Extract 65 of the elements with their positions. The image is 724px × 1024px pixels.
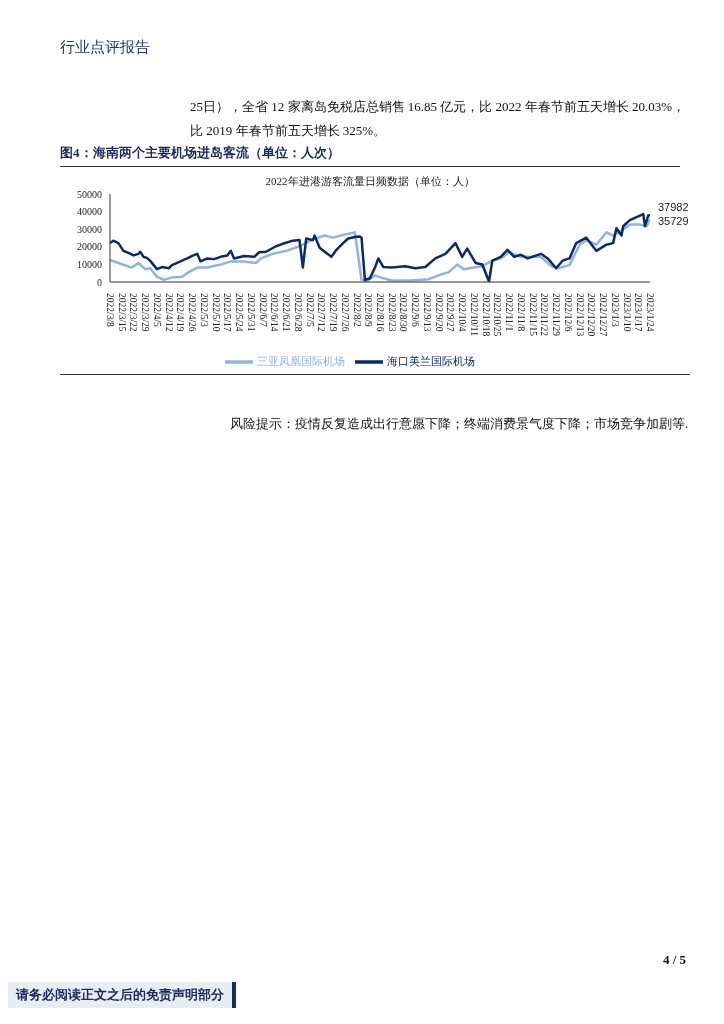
x-tick-label: 2022/3/15 (116, 293, 127, 332)
x-tick-label: 2022/6/7 (257, 293, 268, 328)
x-tick-label: 2022/11/1 (504, 293, 515, 332)
x-tick-label: 2022/8/23 (386, 293, 397, 332)
x-tick-label: 2022/6/14 (269, 293, 280, 332)
x-tick-label: 2022/4/26 (187, 293, 198, 332)
x-tick-label: 2022/9/27 (445, 293, 456, 332)
x-tick-label: 2023/1/24 (645, 293, 655, 332)
x-tick-label: 2022/12/20 (586, 293, 597, 337)
x-tick-label: 2022/5/17 (222, 293, 233, 332)
x-tick-label: 2022/8/9 (363, 293, 374, 328)
chart-title: 图4：海南两个主要机场进岛客流（单位：人次） (60, 144, 680, 167)
x-tick-label: 2022/9/6 (410, 293, 421, 328)
text: 风险提示：疫情反复造成出行意愿下降；终端消费景气度下降；市场竞争加剧等. (230, 416, 689, 433)
text: 请务必阅读正文之后的免责声明部分 (8, 982, 236, 1008)
x-tick-label: 2023/1/17 (633, 293, 644, 332)
x-tick-label: 2022/3/8 (105, 293, 115, 328)
x-tick-label: 2022/10/25 (492, 293, 503, 337)
x-tick-label: 2022/12/27 (598, 293, 609, 337)
x-tick-label: 2022/7/5 (304, 293, 315, 328)
x-tick-label: 2022/7/26 (339, 293, 350, 332)
x-tick-label: 2022/11/8 (515, 293, 526, 332)
x-tick-label: 2022/12/6 (562, 293, 573, 332)
y-tick-label: 30000 (77, 223, 102, 235)
legend-label: 三亚凤凰国际机场 (257, 354, 345, 367)
x-tick-label: 2022/4/12 (163, 293, 174, 332)
x-tick-label: 2022/11/29 (551, 293, 562, 337)
x-tick-label: 2022/4/19 (175, 293, 186, 332)
x-tick-label: 2022/9/20 (433, 293, 444, 332)
legend-label: 海口美兰国际机场 (387, 354, 475, 367)
x-tick-label: 2022/5/3 (198, 293, 209, 328)
x-tick-label: 2022/10/11 (468, 293, 479, 337)
x-tick-label: 2022/10/18 (480, 293, 491, 337)
text: 比 2019 年春节前五天增长 325%。 (190, 122, 387, 140)
x-tick-label: 2023/1/10 (621, 293, 632, 332)
y-tick-label: 10000 (77, 258, 102, 270)
text: 4 / 5 (662, 952, 686, 968)
x-tick-label: 2022/11/22 (539, 293, 550, 337)
x-tick-label: 2022/6/28 (292, 293, 303, 332)
text: 行业点评报告 (60, 38, 150, 57)
chart-subtitle: 2022年进港游客流量日频数据（单位：人） (264, 174, 476, 189)
y-tick-label: 50000 (77, 188, 102, 200)
x-tick-label: 2022/7/12 (316, 293, 327, 332)
x-tick-label: 2022/5/31 (245, 293, 256, 332)
x-tick-label: 2022/11/15 (527, 293, 538, 337)
x-tick-label: 2022/3/29 (140, 293, 151, 332)
x-tick-label: 2022/8/30 (398, 293, 409, 332)
x-tick-label: 2022/9/13 (421, 293, 432, 332)
y-tick-label: 0 (97, 276, 102, 288)
y-tick-label: 20000 (77, 241, 102, 253)
x-tick-label: 2022/5/24 (234, 293, 245, 332)
x-tick-label: 2022/12/13 (574, 293, 585, 337)
x-tick-label: 2022/6/21 (281, 293, 292, 332)
x-tick-label: 2023/1/3 (609, 293, 620, 328)
y-tick-label: 40000 (77, 206, 102, 218)
x-tick-label: 2022/7/19 (328, 293, 339, 332)
x-tick-label: 2022/10/4 (457, 293, 468, 332)
data-label: 37982 (658, 201, 689, 214)
x-tick-label: 2022/3/22 (128, 293, 139, 332)
x-tick-label: 2022/4/5 (151, 293, 162, 328)
x-tick-label: 2022/8/2 (351, 293, 362, 328)
x-tick-label: 2022/5/10 (210, 293, 221, 332)
data-label: 35729 (658, 215, 689, 228)
text: 25日），全省 12 家离岛免税店总销售 16.85 亿元，比 2022 年春节前五天增长 20.03%， (190, 98, 686, 116)
x-tick-label: 2022/8/16 (375, 293, 385, 332)
